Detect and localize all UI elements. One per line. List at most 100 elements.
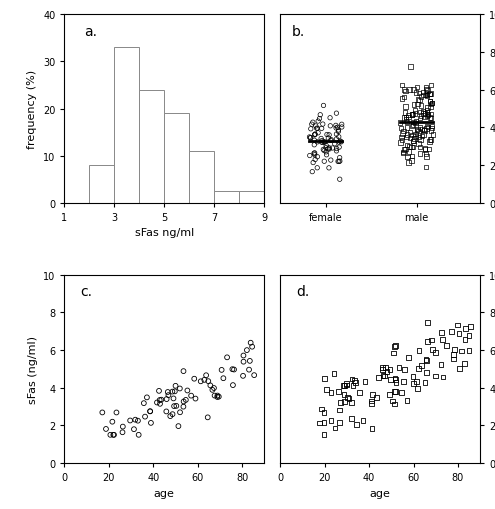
Point <box>311 131 319 139</box>
Point <box>403 142 411 150</box>
Point <box>334 158 342 166</box>
Point <box>400 86 408 94</box>
Point <box>420 110 428 119</box>
Point <box>428 100 436 108</box>
Point <box>320 408 328 416</box>
Point <box>327 137 335 145</box>
Point <box>420 92 428 100</box>
Point <box>409 373 417 381</box>
Point <box>400 366 408 374</box>
Point <box>398 95 406 103</box>
Point <box>146 407 154 415</box>
Point <box>157 396 165 404</box>
Point <box>428 125 436 133</box>
X-axis label: age: age <box>370 488 391 498</box>
Point <box>336 158 344 166</box>
Point <box>467 323 475 331</box>
Point <box>204 377 212 385</box>
Point <box>187 392 195 400</box>
Point <box>340 390 348 399</box>
Point <box>406 135 414 143</box>
Point <box>307 125 315 133</box>
Point <box>307 134 315 143</box>
Point <box>426 91 434 99</box>
Y-axis label: frequency (%): frequency (%) <box>27 70 38 149</box>
Point <box>427 336 435 345</box>
Point <box>336 154 344 162</box>
Point <box>420 131 428 139</box>
Point <box>403 131 411 139</box>
Point <box>333 135 341 144</box>
Point <box>313 138 321 147</box>
Point <box>361 377 369 385</box>
Point <box>311 156 319 164</box>
Point <box>423 109 431 117</box>
Point <box>206 382 214 390</box>
Point <box>309 119 317 127</box>
Point <box>397 124 405 132</box>
Text: d.: d. <box>296 285 309 298</box>
Point <box>325 131 333 139</box>
Point <box>317 135 325 143</box>
Point <box>112 409 120 417</box>
Point <box>407 144 415 152</box>
Point <box>391 400 398 408</box>
Point <box>429 131 437 139</box>
Point <box>170 402 178 410</box>
Point <box>192 394 199 403</box>
Point <box>423 107 431 115</box>
Point <box>323 131 331 139</box>
Point <box>315 115 323 123</box>
Point <box>143 393 151 402</box>
Point <box>324 146 332 154</box>
Point <box>110 431 118 439</box>
Point <box>404 114 412 122</box>
Point <box>319 146 327 154</box>
Point <box>400 94 408 102</box>
Point <box>403 154 411 162</box>
Point <box>390 349 397 357</box>
Point <box>427 136 435 144</box>
Point <box>400 146 408 154</box>
Point <box>169 394 177 403</box>
Point <box>335 158 343 166</box>
Point <box>455 330 463 338</box>
Point <box>340 382 347 390</box>
Point <box>426 138 434 146</box>
Point <box>416 150 424 158</box>
Point <box>421 379 429 387</box>
Point <box>417 136 425 144</box>
Point <box>421 145 429 153</box>
Point <box>327 157 335 165</box>
Point <box>331 140 339 149</box>
Point <box>400 114 408 122</box>
Point <box>335 133 343 142</box>
Point <box>415 365 423 373</box>
Point <box>423 123 431 131</box>
Point <box>414 128 422 136</box>
Point <box>119 422 127 431</box>
Point <box>428 123 436 131</box>
Point <box>228 365 236 374</box>
Point <box>308 121 316 129</box>
Point <box>418 126 426 134</box>
Point <box>208 386 216 394</box>
Point <box>135 431 143 439</box>
Point <box>155 387 163 395</box>
Point <box>126 416 134 425</box>
Point <box>412 89 420 97</box>
Point <box>338 124 346 132</box>
Point <box>423 112 431 121</box>
Point <box>320 431 328 439</box>
Point <box>180 403 188 411</box>
Point <box>422 84 430 92</box>
Point <box>130 426 138 434</box>
Point <box>411 110 419 118</box>
Point <box>417 93 425 101</box>
Point <box>411 107 419 115</box>
Point <box>374 374 382 382</box>
Point <box>399 378 407 386</box>
Point <box>210 384 218 392</box>
Point <box>426 98 434 106</box>
Point <box>156 396 164 404</box>
